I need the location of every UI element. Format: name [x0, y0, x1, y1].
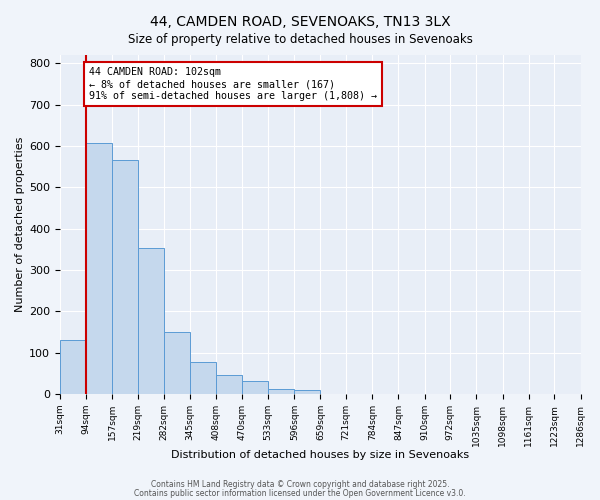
Bar [217, 374, 242, 394]
Bar [112, 160, 138, 394]
Bar [242, 381, 268, 394]
Bar [86, 142, 112, 394]
Bar [60, 340, 86, 394]
Text: 44 CAMDEN ROAD: 102sqm
← 8% of detached houses are smaller (167)
91% of semi-det: 44 CAMDEN ROAD: 102sqm ← 8% of detached … [89, 68, 377, 100]
Y-axis label: Number of detached properties: Number of detached properties [15, 137, 25, 312]
Text: Contains public sector information licensed under the Open Government Licence v3: Contains public sector information licen… [134, 488, 466, 498]
Bar [295, 390, 320, 394]
Text: 44, CAMDEN ROAD, SEVENOAKS, TN13 3LX: 44, CAMDEN ROAD, SEVENOAKS, TN13 3LX [149, 15, 451, 29]
Bar [138, 248, 164, 394]
Bar [268, 388, 295, 394]
Text: Contains HM Land Registry data © Crown copyright and database right 2025.: Contains HM Land Registry data © Crown c… [151, 480, 449, 489]
Bar [190, 362, 217, 394]
X-axis label: Distribution of detached houses by size in Sevenoaks: Distribution of detached houses by size … [171, 450, 469, 460]
Text: Size of property relative to detached houses in Sevenoaks: Size of property relative to detached ho… [128, 32, 472, 46]
Bar [164, 332, 190, 394]
